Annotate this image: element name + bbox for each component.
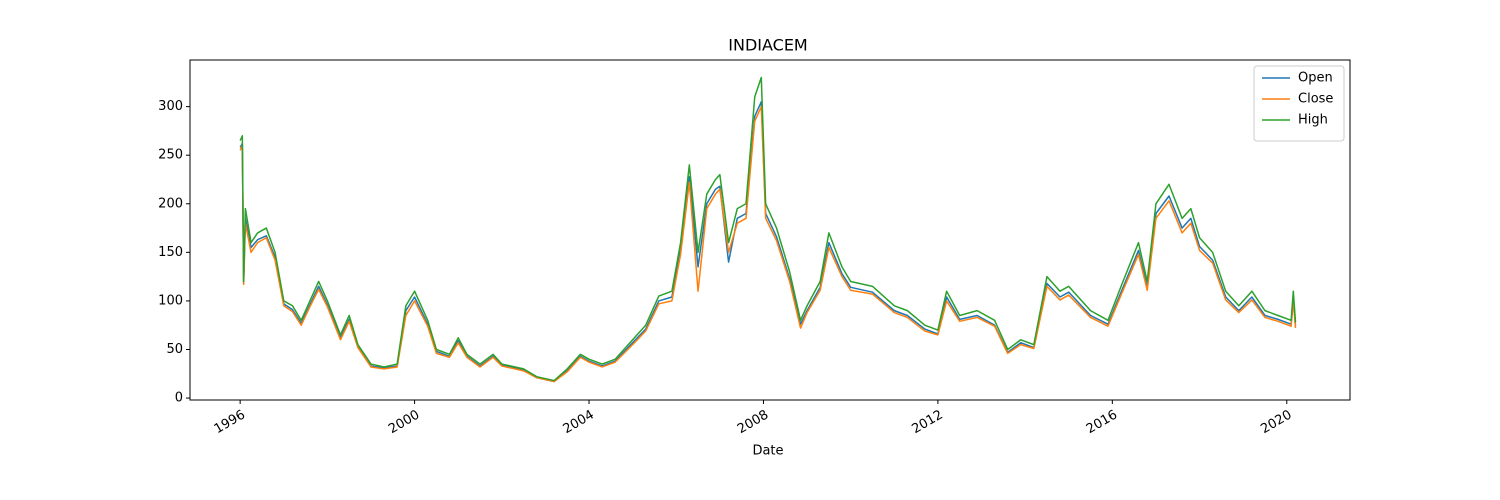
x-tick-label: 2016 — [1084, 408, 1120, 438]
x-axis-label: Date — [752, 444, 783, 459]
axes-frame — [189, 59, 1351, 401]
y-tick-label: 0 — [175, 391, 183, 406]
y-tick-label: 100 — [158, 293, 183, 308]
legend-label: Close — [1298, 92, 1333, 107]
x-tick-label: 2020 — [1258, 408, 1294, 438]
chart-title: INDIACEM — [728, 36, 807, 55]
series-line — [239, 105, 1297, 383]
x-tick-label: 2012 — [909, 408, 945, 438]
y-tick-label: 300 — [158, 99, 183, 114]
y-tick-label: 250 — [158, 148, 183, 163]
series-line — [239, 101, 1297, 383]
series-line — [239, 76, 1297, 382]
legend-label: Open — [1298, 71, 1333, 86]
legend-label: High — [1298, 113, 1328, 128]
y-tick-label: 200 — [158, 196, 183, 211]
legend-box — [1253, 65, 1345, 142]
y-tick-label: 50 — [166, 342, 183, 357]
x-tick-label: 2004 — [561, 408, 597, 438]
y-tick-label: 150 — [158, 245, 183, 260]
x-tick-label: 1996 — [212, 408, 248, 438]
x-tick-label: 2008 — [735, 408, 771, 438]
x-tick-label: 2000 — [386, 408, 422, 438]
